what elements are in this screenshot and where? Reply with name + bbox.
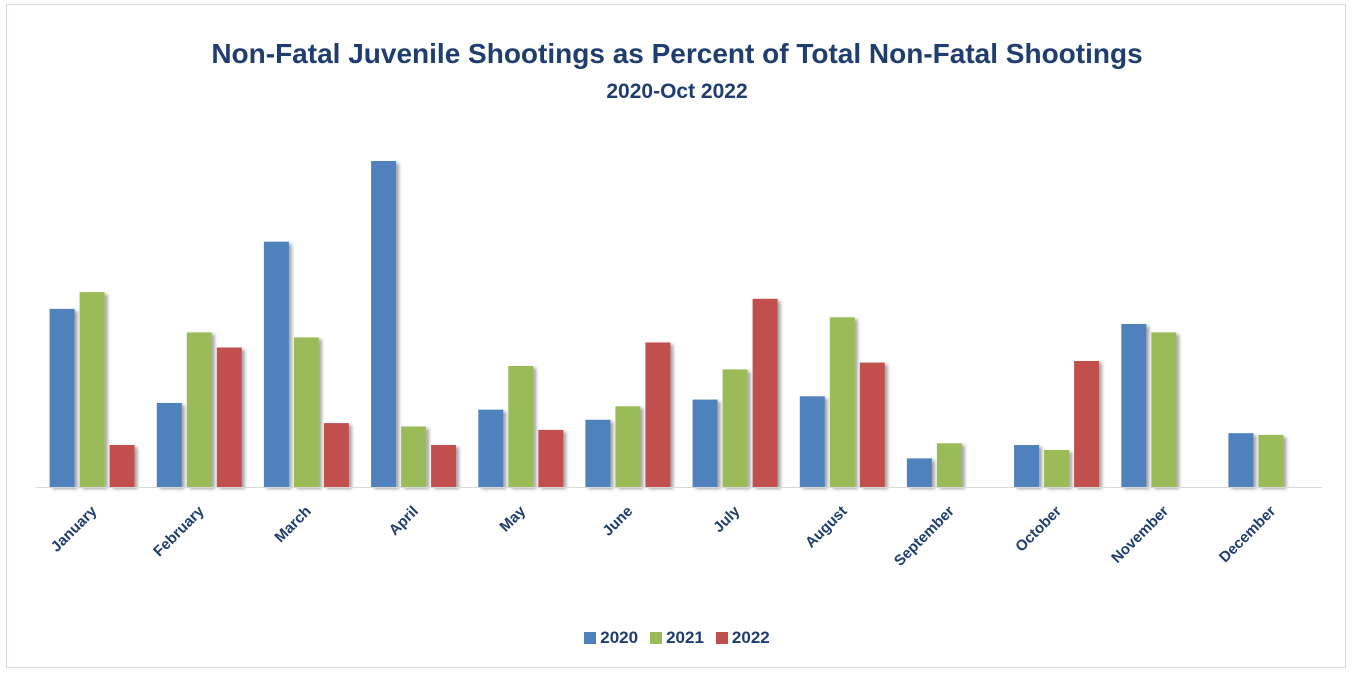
bar-2022-october	[1074, 361, 1100, 487]
x-tick-label-july: July	[710, 502, 744, 536]
bar-2022-august	[859, 362, 885, 487]
bar-2021-september	[936, 443, 962, 487]
bar-2021-november	[1151, 332, 1177, 487]
bar-2020-february	[156, 403, 182, 487]
x-tick-label-march: March	[271, 503, 314, 546]
bar-2020-april	[371, 161, 397, 487]
bar-2021-december	[1258, 434, 1284, 487]
x-tick-label-december: December	[1216, 503, 1279, 566]
bar-2021-may	[508, 366, 534, 487]
bar-2022-february	[216, 347, 242, 487]
bar-2021-april	[401, 426, 427, 487]
legend-item-2021: 2021	[650, 628, 704, 648]
bar-2021-february	[186, 332, 212, 487]
legend-label-2021: 2021	[666, 628, 704, 647]
legend-item-2022: 2022	[715, 628, 770, 648]
bar-2020-march	[263, 241, 289, 487]
bar-2022-june	[645, 342, 671, 487]
bar-2020-november	[1121, 324, 1147, 487]
bar-2022-may	[538, 429, 564, 487]
bar-2021-january	[79, 292, 105, 487]
bar-2021-march	[293, 337, 319, 487]
bar-2020-october	[1014, 445, 1040, 487]
legend-swatch-2021	[650, 632, 663, 644]
chart-subtitle: 2020-Oct 2022	[606, 80, 748, 103]
x-tick-label-may: May	[496, 502, 529, 535]
bar-2022-july	[752, 298, 778, 487]
x-tick-label-february: February	[150, 502, 208, 560]
bar-2020-july	[692, 399, 718, 487]
x-tick-label-january: January	[48, 502, 101, 555]
bar-2020-december	[1228, 433, 1254, 487]
x-tick-label-august: August	[802, 503, 851, 552]
bar-2020-june	[585, 419, 611, 487]
bar-2022-april	[431, 445, 457, 487]
bar-2020-september	[906, 458, 932, 487]
legend-label-2022: 2022	[731, 628, 770, 647]
legend-swatch-2022	[715, 632, 728, 644]
bar-2021-june	[615, 406, 641, 487]
chart-title: Non-Fatal Juvenile Shootings as Percent …	[211, 38, 1143, 69]
x-tick-label-november: November	[1108, 503, 1172, 567]
bar-2020-january	[49, 308, 75, 487]
bar-2022-march	[323, 423, 349, 487]
bar-2021-october	[1044, 450, 1070, 487]
legend: 2020 2021 2022	[0, 628, 1354, 648]
x-tick-label-september: September	[891, 503, 958, 570]
legend-label-2020: 2020	[600, 628, 639, 647]
bar-2022-january	[109, 445, 135, 487]
bar-2020-may	[478, 409, 504, 487]
legend-item-2020: 2020	[584, 628, 638, 648]
legend-swatch-2020	[584, 632, 597, 644]
bar-2020-august	[799, 396, 825, 487]
x-tick-label-october: October	[1012, 503, 1065, 556]
x-tick-label-june: June	[599, 503, 636, 540]
bar-2021-july	[722, 369, 748, 487]
bar-2021-august	[829, 317, 855, 487]
x-tick-label-april: April	[386, 503, 422, 539]
